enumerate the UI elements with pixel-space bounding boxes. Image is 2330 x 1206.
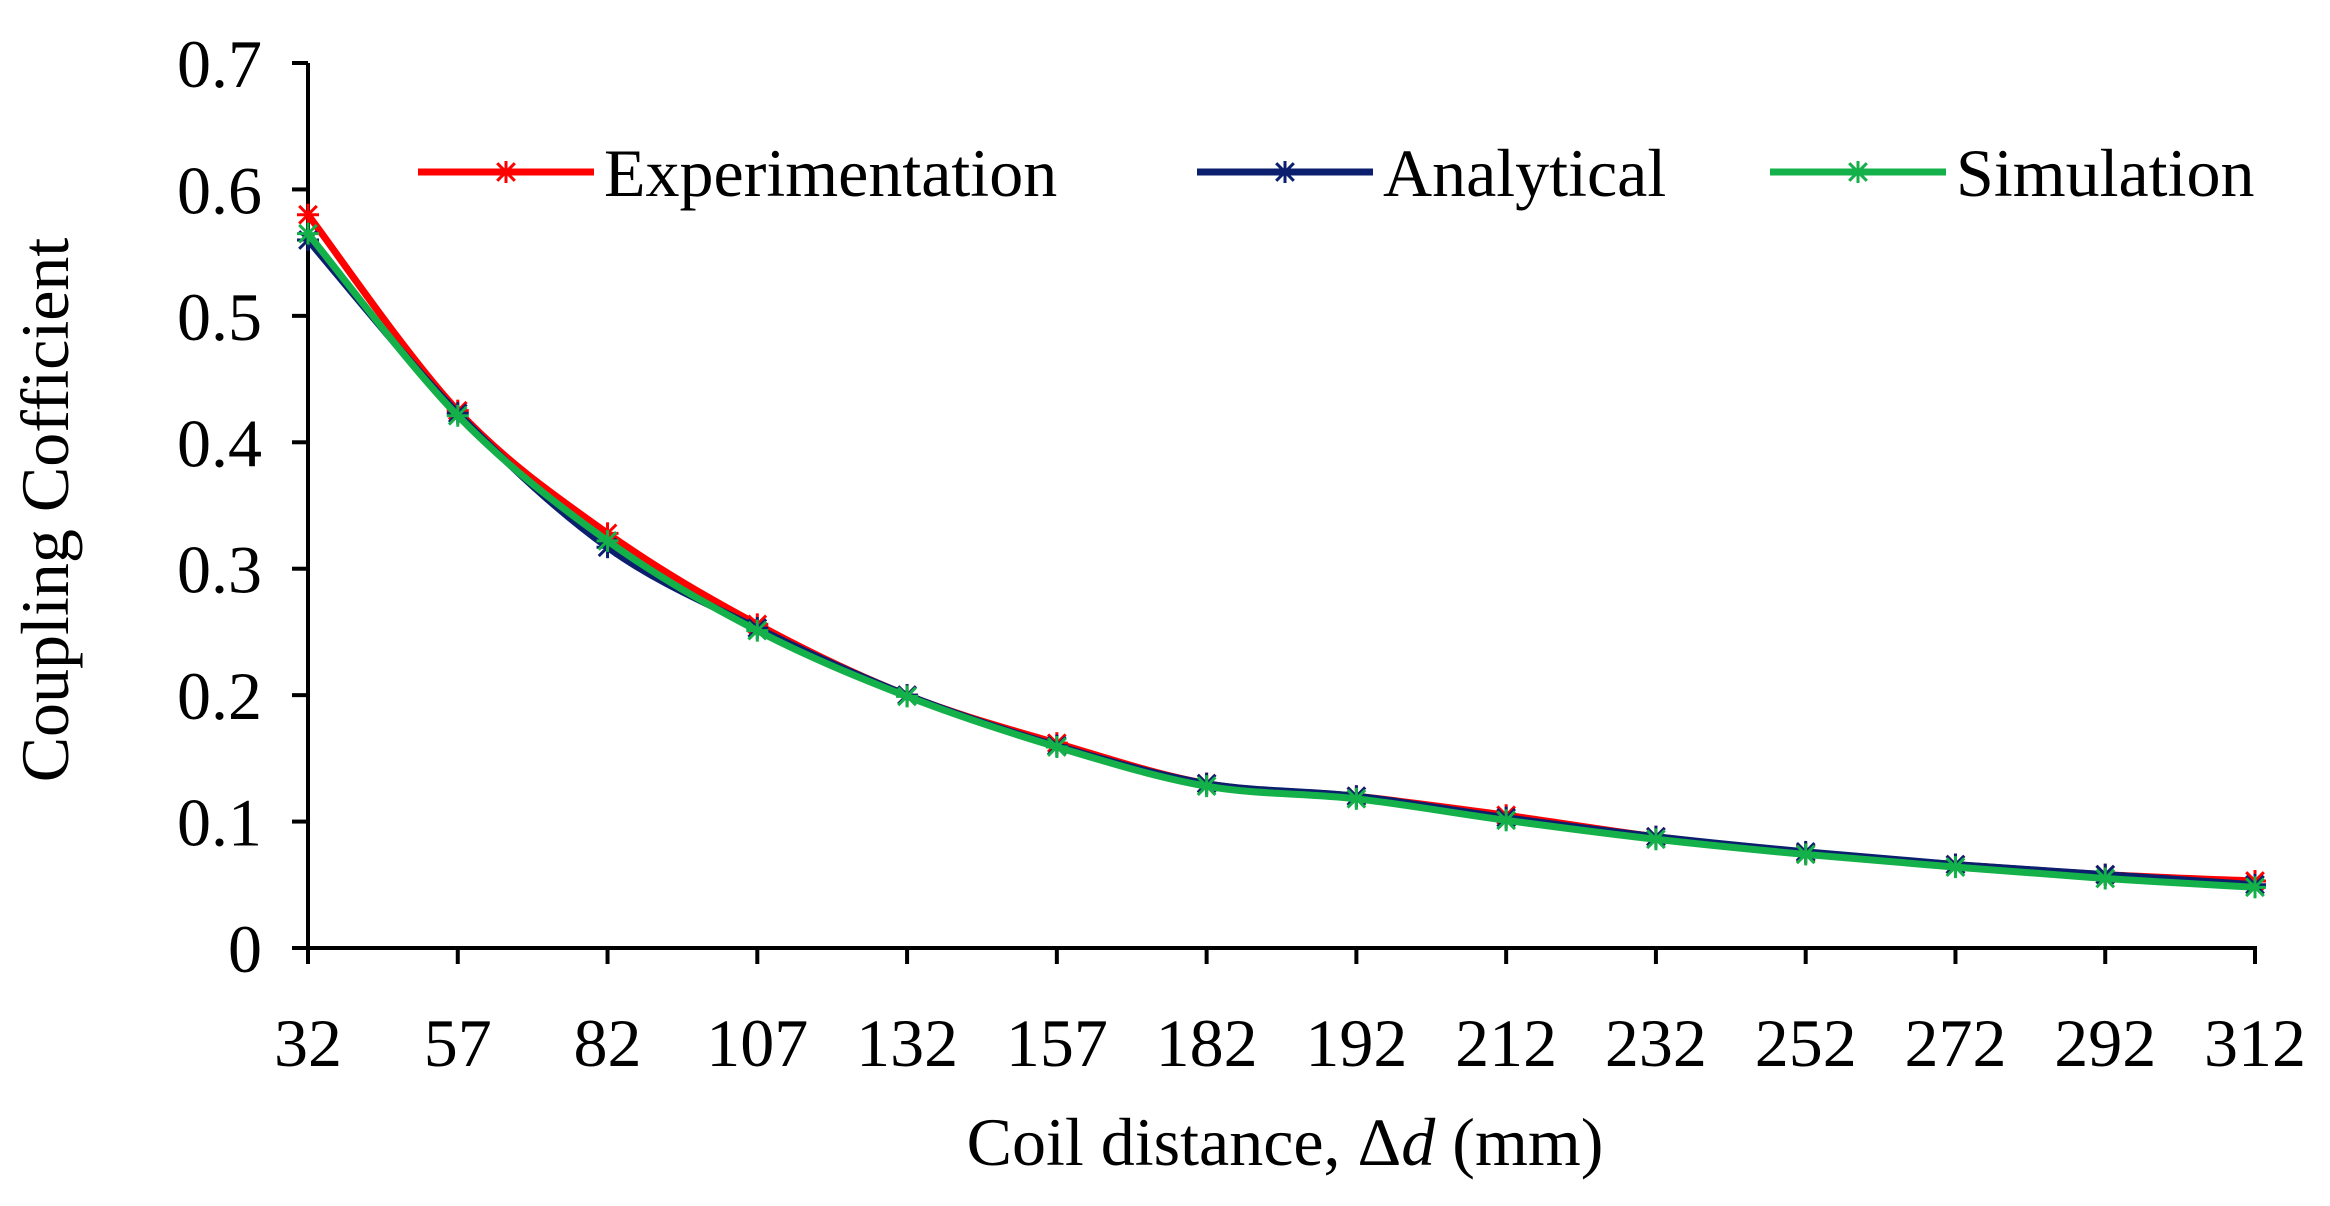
- x-tick-label: 182: [1156, 1005, 1258, 1081]
- series-line-analytical: [304, 236, 2259, 889]
- data-point-simulation: [746, 619, 769, 642]
- y-tick-label: 0.4: [177, 405, 262, 481]
- y-tick-label: 0.1: [177, 785, 262, 861]
- x-tick-label: 292: [2054, 1005, 2156, 1081]
- x-tick-label: 57: [424, 1005, 492, 1081]
- x-tick-label: 32: [274, 1005, 342, 1081]
- data-point-simulation: [297, 222, 319, 245]
- data-point-simulation: [596, 529, 619, 552]
- y-tick-label: 0.3: [177, 532, 262, 608]
- legend-marker: [495, 161, 517, 183]
- x-tick-label: 132: [856, 1005, 958, 1081]
- data-point-simulation: [1345, 787, 1368, 810]
- data-point-simulation: [2244, 876, 2266, 899]
- x-tick-label: 232: [1605, 1005, 1707, 1081]
- y-tick-label: 0.6: [177, 152, 262, 228]
- x-tick-label: 82: [574, 1005, 642, 1081]
- series-layer: [297, 203, 2266, 899]
- legend-label: Analytical: [1383, 135, 1666, 211]
- data-point-simulation: [1195, 775, 1218, 798]
- x-axis-title: Coil distance, Δd (mm): [967, 1104, 1604, 1180]
- data-point-simulation: [1794, 843, 1817, 866]
- x-tick-label: 272: [1904, 1005, 2006, 1081]
- data-point-simulation: [446, 404, 469, 427]
- x-axis-title-prefix: Coil distance, Δ: [967, 1104, 1402, 1180]
- x-tick-label: 192: [1305, 1005, 1407, 1081]
- y-tick-label: 0.5: [177, 279, 262, 355]
- legend-marker: [1847, 161, 1869, 183]
- y-axis-title: Coupling Cofficient: [7, 238, 83, 783]
- data-point-simulation: [1495, 809, 1518, 832]
- x-tick-label: 107: [706, 1005, 808, 1081]
- data-point-simulation: [1944, 856, 1967, 879]
- data-point-simulation: [1045, 735, 1068, 758]
- y-tick-label: 0.7: [177, 26, 262, 102]
- y-axis: 0 0.1 0.2 0.3 0.4 0.5 0.6 0.7: [177, 26, 310, 987]
- legend-label: Simulation: [1956, 135, 2254, 211]
- x-tick-label: 157: [1006, 1005, 1108, 1081]
- x-axis-title-variable: d: [1401, 1104, 1436, 1180]
- x-tick-label: 252: [1755, 1005, 1857, 1081]
- data-point-simulation: [1644, 828, 1667, 851]
- legend-label: Experimentation: [604, 135, 1057, 211]
- y-tick-label: 0.2: [177, 658, 262, 734]
- legend-item-simulation: Simulation: [1770, 135, 2254, 211]
- data-point-simulation: [896, 685, 919, 708]
- x-axis: 32 57 82 107 132 157 182 192 212 232 252 272 292 312: [274, 946, 2306, 1081]
- legend-item-analytical: Analytical: [1197, 135, 1666, 211]
- data-point-experimentation: [297, 203, 319, 226]
- x-tick-label: 212: [1455, 1005, 1557, 1081]
- data-point-simulation: [2094, 867, 2117, 890]
- x-tick-label: 312: [2204, 1005, 2306, 1081]
- legend-marker: [1274, 161, 1296, 183]
- series-simulation: [297, 222, 2266, 899]
- legend: Experimentation Analytical Simulation: [418, 135, 2254, 211]
- y-tick-label: 0: [228, 911, 262, 987]
- legend-item-experimentation: Experimentation: [418, 135, 1057, 211]
- x-axis-title-suffix: (mm): [1435, 1104, 1603, 1180]
